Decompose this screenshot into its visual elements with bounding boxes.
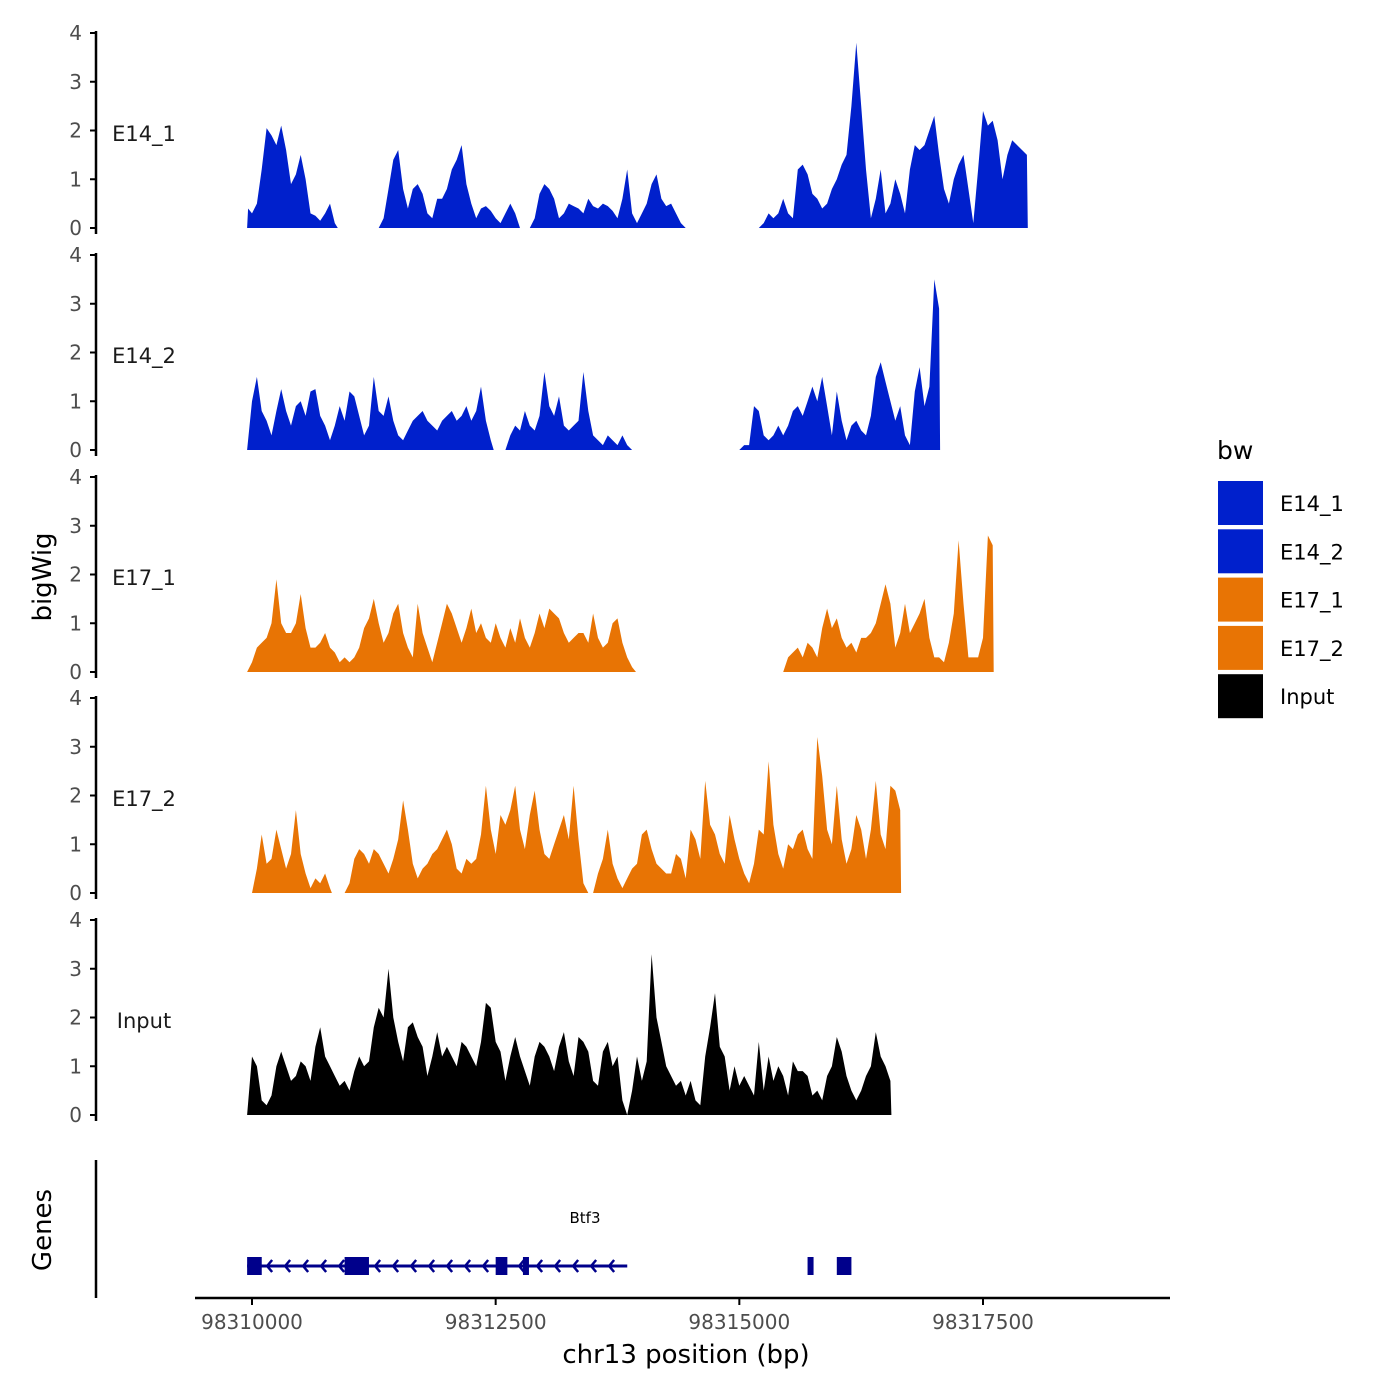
x-tick-label: 98317500	[932, 1310, 1034, 1334]
track-label: Input	[117, 1009, 171, 1033]
strand-arrow	[283, 1259, 292, 1273]
signal-area-E17_1-1	[247, 579, 636, 672]
track-Input: 0 1 2 3 4 Input	[69, 908, 892, 1127]
signal-area-E17_2-3	[593, 737, 902, 893]
y-tick-label: 2	[69, 563, 82, 587]
strand-arrow	[427, 1259, 436, 1273]
signal-area-E17_1-2	[783, 535, 994, 672]
y-tick-label: 3	[69, 735, 82, 759]
signal-area-Input-1	[247, 968, 628, 1115]
strand-arrow	[535, 1259, 544, 1273]
genes-panel: Btf3	[94, 1160, 852, 1298]
y-tick-label: 4	[69, 686, 82, 710]
strand-arrow	[607, 1259, 616, 1273]
y-tick-label: 4	[69, 465, 82, 489]
track-E14_1: 0 1 2 3 4 E14_1	[69, 21, 1028, 240]
track-label: E14_1	[112, 122, 176, 147]
signal-area-E17_2-2	[344, 785, 589, 893]
legend: bw E14_1 E14_2 E17_1 E17_2 Input	[1217, 436, 1344, 719]
legend-swatch	[1218, 577, 1263, 622]
y-tick-label: 3	[69, 70, 82, 94]
y-tick-label: 0	[69, 1103, 82, 1127]
y-tick-label: 3	[69, 957, 82, 981]
strand-arrow	[265, 1259, 274, 1273]
strand-arrow	[337, 1259, 346, 1273]
signal-area-Input-2	[627, 954, 892, 1115]
x-tick-label: 98315000	[688, 1310, 790, 1334]
strand-arrow	[571, 1259, 580, 1273]
genes-axis-title: Genes	[28, 1189, 58, 1271]
strand-arrow	[481, 1259, 490, 1273]
strand-arrow	[373, 1259, 382, 1273]
y-tick-label: 4	[69, 243, 82, 267]
strand-arrow	[517, 1259, 526, 1273]
track-E17_2: 0 1 2 3 4 E17_2	[69, 686, 902, 905]
strand-arrow	[463, 1259, 472, 1273]
signal-area-E14_1-1	[247, 125, 338, 228]
legend-swatch	[1218, 674, 1263, 719]
strand-arrow	[301, 1259, 310, 1273]
y-tick-label: 1	[69, 1054, 82, 1078]
y-tick-label: 1	[69, 389, 82, 413]
signal-area-E14_2-1	[247, 376, 494, 450]
x-tick-label: 98312500	[445, 1310, 547, 1334]
gene-name: Btf3	[570, 1209, 601, 1227]
exon-2	[344, 1257, 369, 1275]
signal-area-E14_2-3	[739, 279, 941, 450]
track-label: E17_1	[112, 566, 176, 591]
signal-area-E14_1-2	[378, 145, 520, 228]
track-label: E14_2	[112, 344, 176, 369]
y-tick-label: 0	[69, 660, 82, 684]
legend-title: bw	[1217, 436, 1253, 465]
x-axis: 98310000 98312500 98315000 98317500	[195, 1296, 1170, 1334]
strand-arrow	[409, 1259, 418, 1273]
y-tick-label: 0	[69, 881, 82, 905]
y-axis-title: bigWig	[28, 532, 58, 621]
y-tick-label: 2	[69, 119, 82, 143]
exon-4	[522, 1257, 529, 1275]
legend-swatch	[1218, 529, 1263, 574]
strand-arrow	[589, 1259, 598, 1273]
legend-label: E14_1	[1280, 492, 1344, 517]
exon-5	[807, 1257, 814, 1275]
y-tick-label: 1	[69, 832, 82, 856]
y-tick-label: 4	[69, 21, 82, 45]
legend-label: Input	[1280, 685, 1334, 709]
track-E17_1: 0 1 2 3 4 E17_1	[69, 465, 994, 684]
strand-arrow	[319, 1259, 328, 1273]
x-tick-label: 98310000	[201, 1310, 303, 1334]
y-tick-label: 0	[69, 438, 82, 462]
y-tick-label: 1	[69, 611, 82, 635]
y-tick-label: 2	[69, 1006, 82, 1030]
y-tick-label: 3	[69, 292, 82, 316]
y-tick-label: 3	[69, 514, 82, 538]
signal-area-E14_2-2	[505, 372, 633, 450]
exon-1	[247, 1257, 262, 1275]
exon-6	[836, 1257, 852, 1275]
legend-swatch	[1218, 625, 1263, 670]
signal-area-E17_2-1	[252, 810, 332, 893]
y-tick-label: 2	[69, 784, 82, 808]
legend-swatch	[1218, 481, 1263, 525]
strand-arrow	[391, 1259, 400, 1273]
y-tick-label: 1	[69, 167, 82, 191]
y-tick-label: 4	[69, 908, 82, 932]
legend-label: E14_2	[1280, 540, 1344, 565]
strand-arrow	[445, 1259, 454, 1273]
y-tick-label: 0	[69, 216, 82, 240]
y-tick-label: 2	[69, 341, 82, 365]
exon-3	[495, 1257, 508, 1275]
track-label: E17_2	[112, 787, 176, 812]
x-axis-title: chr13 position (bp)	[562, 1340, 809, 1370]
strand-arrow	[553, 1259, 562, 1273]
tracks: 0 1 2 3 4 E14_1 0 1 2 3 4 E14_2 0 1 2 3 4 E17_1 0 1 2 3 4 E17_2…	[69, 21, 1028, 1127]
legend-label: E17_1	[1280, 589, 1344, 614]
legend-label: E17_2	[1280, 637, 1344, 662]
track-E14_2: 0 1 2 3 4 E14_2	[69, 243, 941, 462]
signal-area-E14_1-3	[529, 169, 686, 228]
signal-area-E14_1-4	[758, 42, 1028, 228]
